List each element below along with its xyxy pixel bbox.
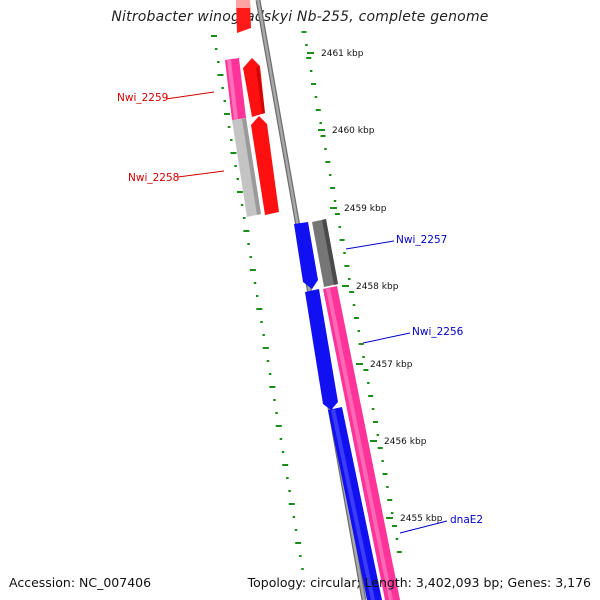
gc-skew-line-right (301, 31, 402, 553)
kbp-tick-label: 2456 kbp (384, 437, 427, 447)
kbp-ticks: 2461 kbp 2460 kbp 2459 kbp 2458 kbp 2457 kbp… (307, 49, 443, 524)
kbp-tick-label: 2457 kbp (370, 360, 413, 370)
gene-label-nwi-2258[interactable]: Nwi_2258 (128, 172, 179, 184)
gene-arrow-blue-lower-highlight (331, 409, 375, 600)
kbp-tick-label: 2460 kbp (332, 126, 375, 136)
map-title: Nitrobacter winogradskyi Nb-255, complet… (111, 9, 489, 25)
gene-arrow-red-shade (256, 66, 265, 114)
gene-label-nwi-2259[interactable]: Nwi_2259 (117, 92, 168, 104)
accession-text: Accession: NC_007406 (9, 575, 152, 590)
gene-cluster-lower (294, 219, 400, 600)
gene-cluster-upper (225, 0, 279, 217)
gene-label-dnae2[interactable]: dnaE2 (450, 514, 483, 526)
kbp-tick-label: 2459 kbp (344, 204, 387, 214)
gene-arrow-red-lower[interactable] (251, 116, 279, 215)
gene-arrow-blue-middle[interactable] (305, 289, 338, 410)
genome-summary-text: Topology: circular; Length: 3,402,093 bp… (247, 575, 591, 590)
gene-arrow-blue-upper[interactable] (294, 222, 318, 289)
gene-feature-top-pink (236, 0, 250, 8)
gene-nwi-2259-highlight (227, 60, 238, 119)
gene-nwi-2256-highlight (326, 288, 393, 600)
gene-nwi-2258-shade (242, 118, 261, 215)
gene-labels: Nwi_2259 Nwi_2258 Nwi_2257 Nwi_2256 dnaE… (117, 91, 483, 534)
kbp-tick-label: 2458 kbp (356, 282, 399, 292)
gene-nwi-2257-shade (322, 219, 338, 285)
kbp-tick-label: 2455 kbp (400, 514, 443, 524)
gene-label-nwi-2256[interactable]: Nwi_2256 (412, 326, 464, 338)
kbp-tick-label: 2461 kbp (321, 49, 364, 59)
gc-skew-line-left (211, 35, 304, 570)
gene-feature-top-red[interactable] (236, 0, 251, 33)
gene-label-nwi-2257[interactable]: Nwi_2257 (396, 234, 447, 246)
